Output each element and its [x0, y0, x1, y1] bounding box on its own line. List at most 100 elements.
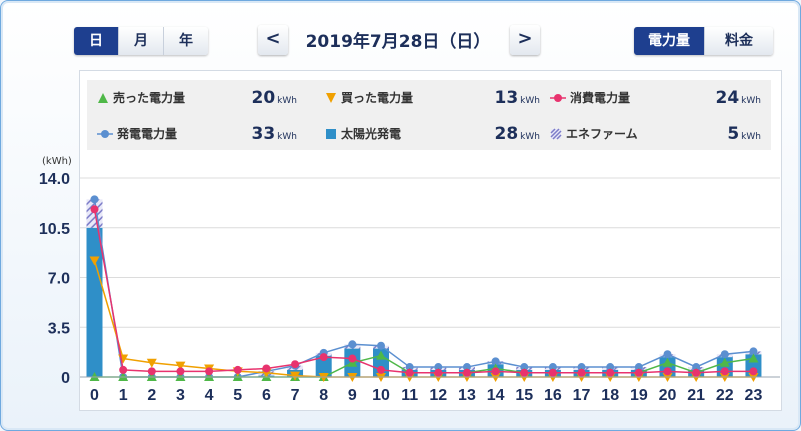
legend-row: 発電電力量 33 kWh 太陽光発電 28 kWh エネファーム 5 kWh	[87, 121, 771, 147]
x-tick-label: 0	[90, 387, 99, 404]
legend-value-sold: 20 kWh	[251, 88, 298, 108]
x-tick-label: 15	[515, 387, 533, 404]
period-tabs: 日 月 年	[74, 27, 208, 55]
data-point	[90, 205, 99, 214]
next-day-button[interactable]: >	[510, 25, 540, 55]
x-tick-label: 17	[573, 387, 591, 404]
tab-year[interactable]: 年	[164, 27, 208, 55]
data-point	[89, 256, 100, 266]
legend-item-solar: 太陽光発電	[325, 121, 401, 147]
data-point	[692, 368, 701, 377]
legend-value-consumed: 24 kWh	[715, 88, 762, 108]
data-point	[377, 341, 385, 350]
legend-value-bought: 13 kWh	[494, 88, 541, 108]
data-point	[606, 368, 615, 377]
legend-item-enefarm: エネファーム	[550, 121, 638, 147]
legend-item-consumed: 消費電力量	[550, 85, 630, 111]
data-point	[748, 353, 759, 363]
data-point	[462, 363, 471, 372]
x-tick-label: 14	[487, 387, 505, 404]
data-point	[348, 340, 357, 349]
data-point	[90, 195, 99, 204]
data-point	[749, 347, 758, 356]
data-point	[119, 365, 128, 374]
tab-day[interactable]: 日	[74, 27, 119, 55]
data-point	[147, 367, 156, 376]
data-point	[634, 363, 643, 372]
x-tick-label: 21	[687, 387, 705, 404]
x-tick-label: 2	[147, 387, 156, 404]
y-tick-label: 0	[61, 370, 70, 387]
triangle-down-icon	[326, 93, 336, 103]
legend-value-generated: 33 kWh	[251, 124, 298, 144]
data-point	[462, 368, 471, 377]
x-tick-label: 12	[429, 387, 447, 404]
bar	[315, 355, 332, 377]
x-tick-label: 20	[659, 387, 677, 404]
data-point	[319, 353, 328, 362]
tab-month[interactable]: 月	[119, 27, 164, 55]
data-point	[692, 363, 701, 372]
data-point	[749, 367, 758, 376]
data-point	[719, 357, 730, 367]
data-point	[663, 350, 672, 359]
square-icon	[326, 129, 336, 139]
data-point	[520, 363, 529, 372]
data-point	[577, 368, 586, 377]
circle-line-icon	[550, 94, 566, 102]
x-tick-label: 5	[233, 387, 242, 404]
x-tick-label: 9	[348, 387, 357, 404]
x-tick-label: 1	[119, 387, 128, 404]
legend-value-solar: 28 kWh	[494, 124, 541, 144]
data-point	[405, 363, 414, 372]
data-point	[548, 363, 557, 372]
y-tick-label: 10.5	[39, 221, 70, 238]
legend-item-sold: 売った電力量	[97, 85, 185, 111]
x-tick-label: 16	[544, 387, 562, 404]
data-point	[434, 363, 443, 372]
x-tick-label: 22	[716, 387, 734, 404]
mode-charge-button[interactable]: 料金	[705, 27, 773, 55]
prev-day-button[interactable]: <	[258, 25, 288, 55]
data-point	[663, 367, 672, 376]
data-point	[233, 365, 242, 374]
x-tick-label: 13	[458, 387, 476, 404]
data-point	[491, 357, 500, 366]
y-tick-label: 14.0	[39, 171, 70, 188]
data-point	[376, 350, 386, 360]
legend: 売った電力量 20 kWh 買った電力量 13 kWh 消費電力量 24 kWh 発電…	[87, 80, 771, 150]
y-axis-label: (kWh)	[42, 156, 72, 167]
data-point	[205, 367, 214, 376]
mode-toggle: 電力量 料金	[634, 27, 773, 55]
x-tick-label: 19	[630, 387, 648, 404]
data-point	[290, 371, 301, 381]
circle-line-icon	[97, 130, 113, 138]
data-point	[548, 368, 557, 377]
x-tick-label: 7	[291, 387, 300, 404]
triangle-up-icon	[98, 93, 108, 103]
data-point	[491, 367, 500, 376]
x-tick-label: 18	[601, 387, 619, 404]
mode-power-button[interactable]: 電力量	[634, 27, 705, 55]
data-point	[146, 358, 157, 368]
data-point	[262, 364, 271, 373]
data-point	[577, 363, 586, 372]
data-point	[520, 368, 529, 377]
data-point	[405, 368, 414, 377]
current-date: 2019年7月28日（日）	[305, 32, 491, 52]
data-point	[348, 354, 357, 363]
x-tick-label: 6	[262, 387, 271, 404]
chevron-right-icon: >	[517, 28, 533, 49]
data-point	[176, 367, 185, 376]
legend-row: 売った電力量 20 kWh 買った電力量 13 kWh 消費電力量 24 kWh	[87, 85, 771, 111]
y-tick-label: 7.0	[48, 271, 70, 288]
hatched-square-icon	[550, 128, 562, 140]
legend-item-generated: 発電電力量	[97, 121, 177, 147]
data-point	[634, 368, 643, 377]
x-tick-label: 11	[401, 387, 418, 404]
y-tick-label: 3.5	[48, 320, 70, 337]
series-line	[93, 199, 754, 378]
data-point	[720, 350, 729, 359]
chevron-left-icon: <	[265, 28, 281, 49]
x-tick-label: 3	[176, 387, 185, 404]
